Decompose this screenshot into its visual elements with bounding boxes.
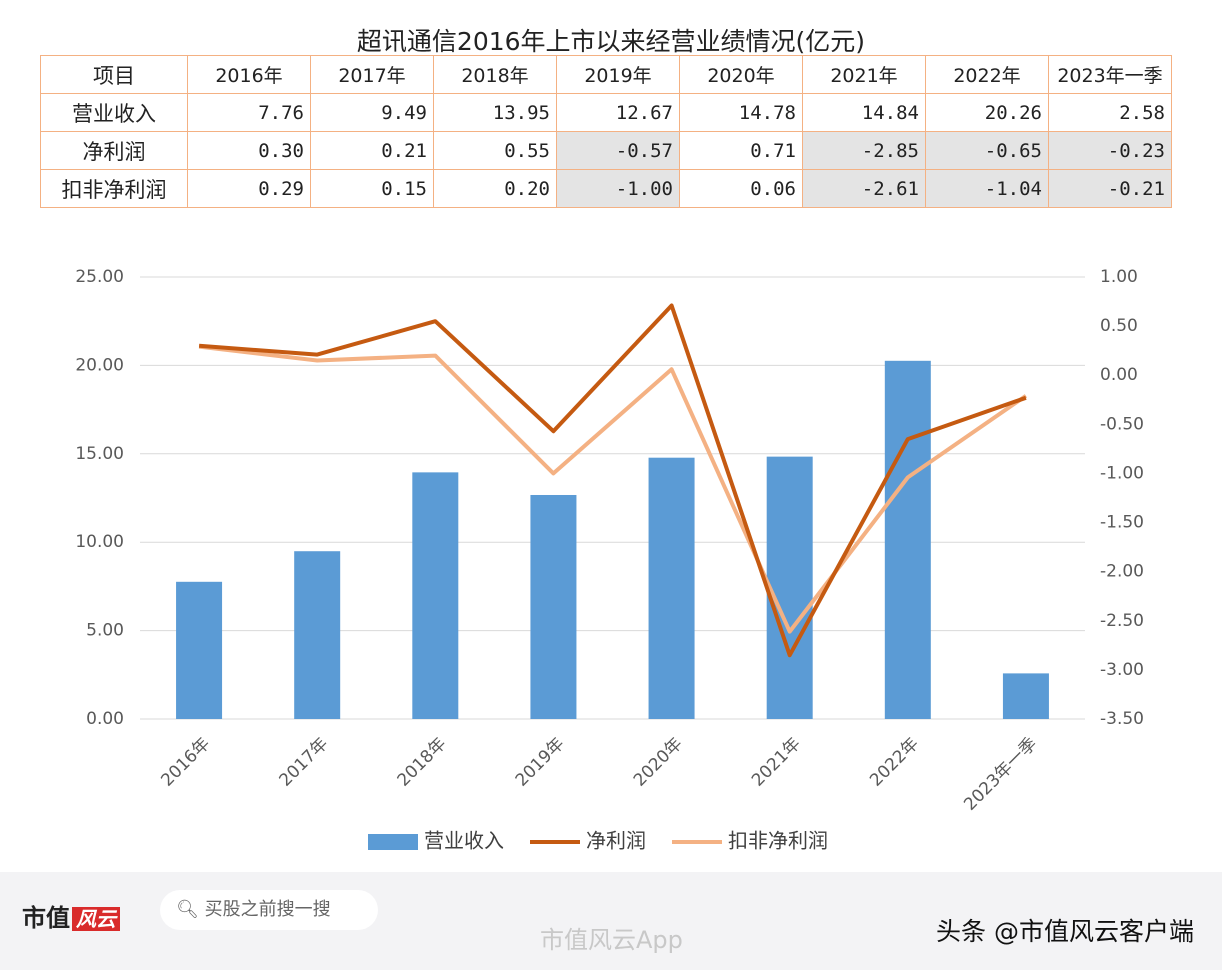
table-cell: 扣非净利润 [40,169,188,208]
x-tick-label: 2016年 [157,734,214,791]
table-cell: 7.76 [187,93,311,132]
table-cell: -1.00 [556,169,680,208]
y2-tick-label: -2.00 [1100,562,1144,582]
table-cell: -0.21 [1048,169,1172,208]
table-cell: 0.15 [310,169,434,208]
y-tick-label: 15.00 [75,444,124,464]
table-cell: 净利润 [40,131,188,170]
bar [530,494,577,719]
bar [884,360,931,719]
table-cell: 2.58 [1048,93,1172,132]
legend-label: 营业收入 [424,829,504,853]
watermark: 市值风云App [540,926,683,954]
footer: 市值 风云 🔍︎ 买股之前搜一搜 市值风云App 头条 @市值风云客户端 [0,872,1222,970]
table-cell: 0.55 [433,131,557,170]
table-row: 净利润 0.30 0.21 0.55 -0.57 0.71 -2.85 -0.65 -0.23 [40,131,1172,170]
table-cell: 20.26 [925,93,1049,132]
y2-tick-label: -3.00 [1100,660,1144,680]
logo-mark: 风云 [72,907,120,931]
y-tick-label: 5.00 [86,621,124,641]
table-row: 营业收入 7.76 9.49 13.95 12.67 14.78 14.84 20.26 2.5… [40,93,1172,132]
x-tick-label: 2020年 [630,734,687,791]
table-cell: 2019年 [556,55,680,94]
table-cell: 0.21 [310,131,434,170]
y2-tick-label: 0.50 [1100,316,1138,336]
table-row: 扣非净利润 0.29 0.15 0.20 -1.00 0.06 -2.61 -1.04 -0.2… [40,169,1172,208]
table-cell: 14.84 [802,93,926,132]
y2-tick-label: 1.00 [1100,267,1138,287]
data-table: 项目 2016年 2017年 2018年 2019年 2020年 2021年 2022年 202… [40,55,1172,208]
x-tick-label: 2023年一季 [960,734,1041,815]
table-cell: 0.20 [433,169,557,208]
y2-tick-label: -2.50 [1100,611,1144,631]
table-cell: 14.78 [679,93,803,132]
table-cell: 2022年 [925,55,1049,94]
table-cell: 2017年 [310,55,434,94]
y-tick-label: 0.00 [86,709,124,729]
title: 超讯通信2016年上市以来经营业绩情况(亿元) [356,27,866,56]
y2-tick-label: 0.00 [1100,365,1138,385]
y-tick-label: 10.00 [75,532,124,552]
source: 头条 @市值风云客户端 [936,917,1194,946]
y2-tick-label: -3.50 [1100,709,1144,729]
table-cell: 13.95 [433,93,557,132]
bar [176,581,223,719]
table-cell: 12.67 [556,93,680,132]
y-tick-label: 20.00 [75,355,124,375]
table-cell: -2.61 [802,169,926,208]
table-cell: -0.65 [925,131,1049,170]
y2-tick-label: -1.50 [1100,513,1144,533]
chart: 0.00 5.00 10.00 15.00 20.00 25.00 -3.50 -3.00 -2… [75,267,1144,853]
x-tick-label: 2018年 [394,734,451,791]
table-cell: 0.71 [679,131,803,170]
logo: 市值 风云 [22,898,120,933]
legend-swatch [368,834,418,850]
table-cell: -1.04 [925,169,1049,208]
y-tick-label: 25.00 [75,267,124,287]
x-tick-label: 2021年 [748,734,805,791]
table-cell: 2018年 [433,55,557,94]
table-cell: -2.85 [802,131,926,170]
legend-label: 扣非净利润 [728,829,828,853]
bar [412,472,459,719]
table-cell: 0.06 [679,169,803,208]
table-cell: -0.23 [1048,131,1172,170]
table-cell: 0.29 [187,169,311,208]
table-cell: -0.57 [556,131,680,170]
table-cell: 2021年 [802,55,926,94]
table-cell: 项目 [40,55,188,94]
table-cell: 2020年 [679,55,803,94]
legend-label: 净利润 [586,829,646,853]
table-row: 项目 2016年 2017年 2018年 2019年 2020年 2021年 2022年 202… [40,55,1172,94]
y2-tick-label: -1.00 [1100,463,1144,483]
table-cell: 9.49 [310,93,434,132]
table-cell: 2023年一季 [1048,55,1172,94]
bar [648,457,695,719]
bar [766,456,813,719]
table-cell: 2016年 [187,55,311,94]
table-cell: 营业收入 [40,93,188,132]
bar [1002,673,1049,719]
logo-text: 市值 [22,904,70,932]
y2-tick-label: -0.50 [1100,414,1144,434]
x-tick-label: 2017年 [276,734,333,791]
line [198,303,1027,658]
search-box[interactable]: 🔍︎ 买股之前搜一搜 [160,890,378,930]
table-cell: 0.30 [187,131,311,170]
x-tick-label: 2019年 [512,734,569,791]
line [198,344,1028,634]
x-tick-label: 2022年 [866,734,923,791]
bar [294,551,341,719]
search-placeholder: 买股之前搜一搜 [204,899,331,920]
